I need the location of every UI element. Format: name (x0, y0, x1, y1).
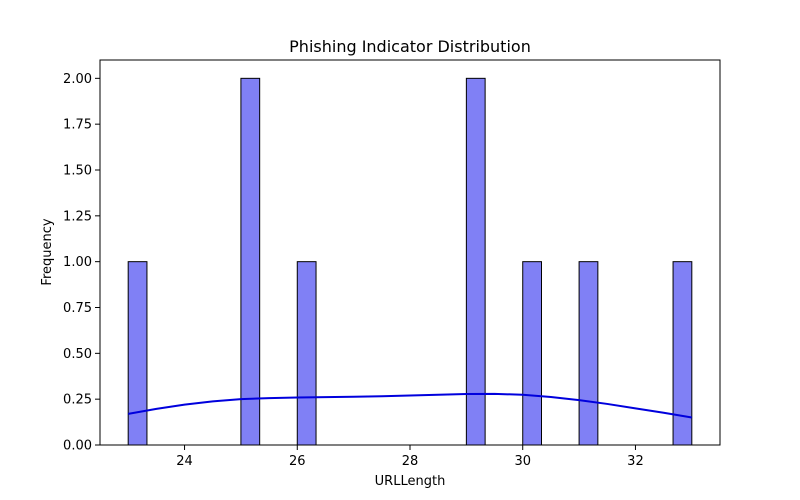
y-tick-label: 1.25 (63, 209, 92, 224)
plot-frame (99, 59, 721, 446)
histogram-bar (240, 77, 261, 446)
x-tick-label: 26 (289, 454, 306, 469)
kde-curve (128, 392, 692, 419)
histogram-bar (522, 261, 542, 446)
x-axis-ticks: 24 26 28 30 32 (176, 445, 644, 469)
x-axis-title: URLLength (375, 474, 446, 489)
y-tick-label: 0.75 (63, 301, 92, 316)
y-axis-title: Frequency (40, 218, 55, 285)
y-tick-label: 2.00 (63, 72, 92, 87)
y-tick-label: 1.50 (63, 164, 92, 179)
y-axis-ticks: 0.00 0.25 0.50 0.75 1.00 1.25 1.50 1.75 2.00 (63, 72, 100, 454)
y-tick-label: 1.00 (63, 255, 92, 270)
x-tick-label: 24 (176, 454, 193, 469)
bars-layer (127, 77, 693, 446)
histogram-bar (296, 261, 317, 446)
x-tick-label: 32 (627, 454, 644, 469)
y-tick-label: 0.25 (63, 393, 92, 408)
x-tick-label: 28 (402, 454, 419, 469)
x-tick-label: 30 (514, 454, 531, 469)
histogram-bar (465, 77, 486, 446)
y-tick-label: 1.75 (63, 118, 92, 133)
y-tick-label: 0.00 (63, 439, 92, 454)
y-tick-label: 0.50 (63, 347, 92, 362)
histogram-bar (578, 261, 599, 446)
histogram-bar (127, 261, 148, 446)
chart-title: Phishing Indicator Distribution (289, 37, 531, 56)
